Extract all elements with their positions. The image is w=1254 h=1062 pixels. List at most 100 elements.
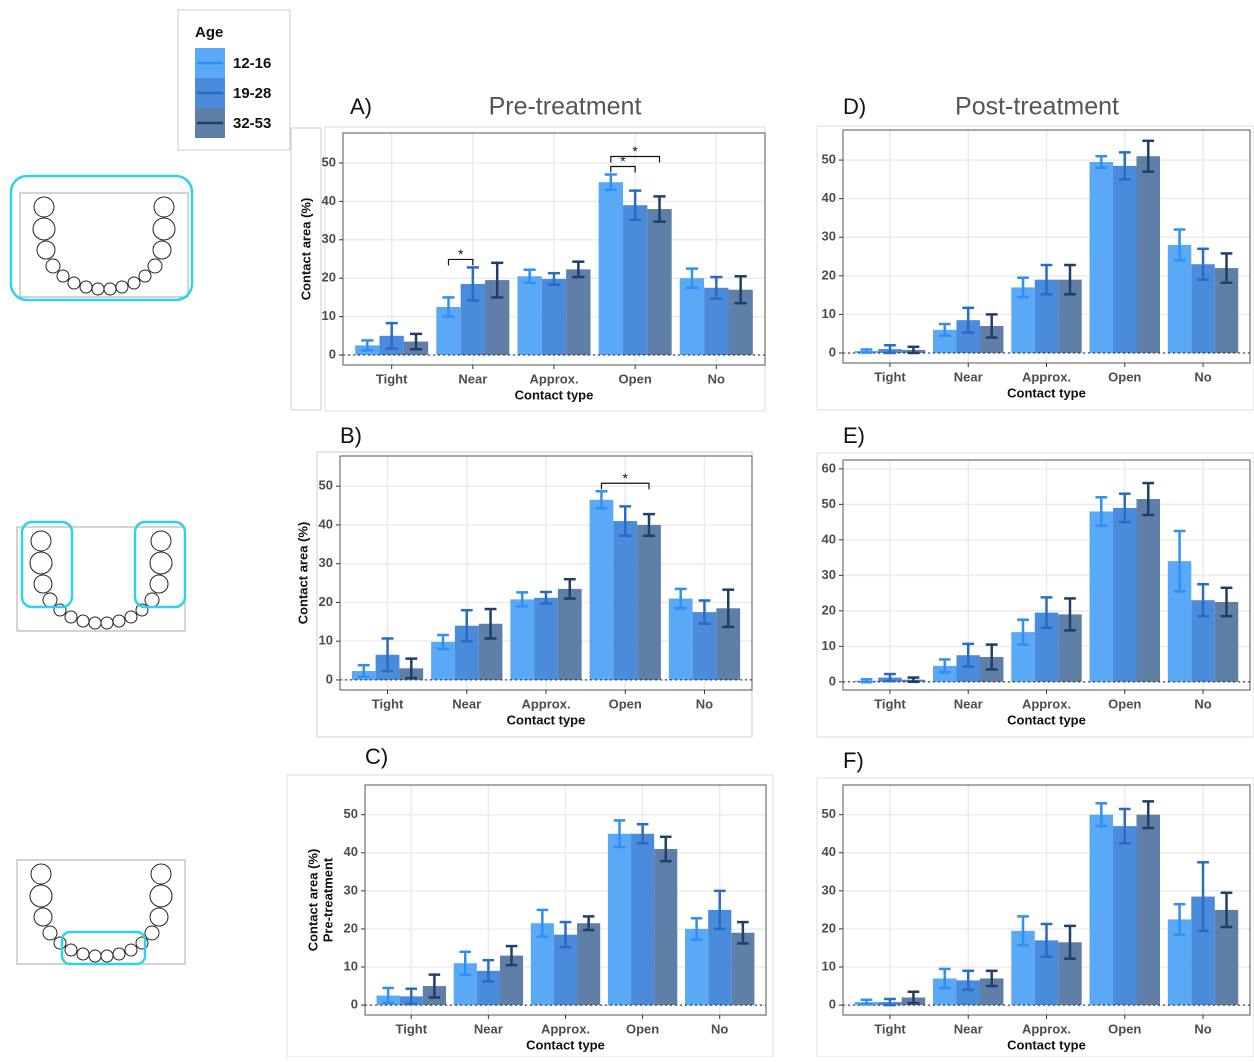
legend-label: 19-28 bbox=[233, 85, 271, 102]
significance-bracket bbox=[610, 155, 661, 163]
error-bar bbox=[505, 944, 518, 967]
error-bar bbox=[1040, 596, 1053, 630]
bar bbox=[979, 325, 1004, 353]
bar bbox=[933, 978, 957, 1006]
error-bar bbox=[1118, 807, 1131, 845]
y-tick-label: 30 bbox=[822, 567, 836, 582]
error-bar bbox=[405, 657, 418, 680]
y-axis-label: Pre-treatment bbox=[320, 857, 335, 942]
bar bbox=[499, 955, 524, 1006]
significance-label: * bbox=[632, 143, 638, 159]
error-bar bbox=[1017, 276, 1029, 299]
error-bar bbox=[1095, 802, 1108, 828]
bar bbox=[1113, 507, 1137, 682]
x-tick-label: Tight bbox=[396, 1021, 428, 1036]
panel-border bbox=[816, 125, 1254, 411]
x-tick-label: Open bbox=[626, 1021, 659, 1036]
error-bar bbox=[559, 920, 572, 949]
y-tick-label: 50 bbox=[822, 152, 836, 167]
error-bar bbox=[722, 588, 735, 629]
y-tick-label: 40 bbox=[822, 190, 836, 205]
bar bbox=[1034, 612, 1059, 682]
error-bar bbox=[357, 663, 370, 679]
error-bar bbox=[884, 997, 896, 1007]
significance-label: * bbox=[620, 153, 626, 169]
y-tick-label: 20 bbox=[822, 267, 836, 282]
x-tick-label: Near bbox=[954, 1021, 983, 1036]
error-bar bbox=[734, 275, 747, 305]
bar bbox=[1214, 268, 1239, 353]
bar bbox=[956, 320, 980, 353]
x-axis-label: Contact type bbox=[507, 712, 586, 727]
x-tick-label: Approx. bbox=[541, 1021, 590, 1036]
y-tick-label: 40 bbox=[322, 193, 336, 208]
error-bar bbox=[572, 260, 585, 279]
bar bbox=[637, 524, 661, 680]
bar bbox=[607, 833, 632, 1006]
bar bbox=[1011, 287, 1035, 353]
x-tick-label: Approx. bbox=[1022, 369, 1071, 384]
bar bbox=[1113, 826, 1137, 1006]
bar bbox=[1191, 600, 1215, 682]
error-bar bbox=[985, 969, 998, 988]
error-bar bbox=[985, 313, 998, 339]
error-bar bbox=[962, 306, 975, 334]
error-bar bbox=[962, 969, 975, 992]
x-tick-label: Open bbox=[1108, 696, 1141, 711]
y-tick-label: 0 bbox=[829, 344, 836, 359]
significance-bracket bbox=[610, 165, 636, 173]
arch-diagram bbox=[16, 859, 186, 966]
bar bbox=[631, 833, 655, 1006]
x-tick-label: Near bbox=[954, 696, 983, 711]
x-tick-label: Open bbox=[1108, 1021, 1141, 1036]
significance-bracket bbox=[447, 258, 474, 266]
y-axis-label: Contact area (%) bbox=[298, 198, 313, 301]
error-bar bbox=[385, 321, 398, 350]
x-tick-label: Approx. bbox=[529, 371, 578, 386]
error-bar bbox=[547, 271, 561, 286]
x-tick-label: Open bbox=[1108, 369, 1141, 384]
error-bar bbox=[643, 512, 655, 538]
y-tick-label: 10 bbox=[822, 958, 836, 973]
y-tick-label: 10 bbox=[822, 306, 836, 321]
error-bar bbox=[1064, 597, 1076, 632]
bar bbox=[1089, 814, 1114, 1006]
y-tick-label: 10 bbox=[319, 633, 333, 648]
significance-bracket bbox=[600, 482, 650, 490]
bar bbox=[685, 928, 709, 1006]
bar bbox=[530, 923, 554, 1006]
error-bar bbox=[361, 339, 374, 352]
panel-border bbox=[290, 127, 322, 411]
error-bar bbox=[516, 591, 529, 608]
chart-title: Pre-treatment bbox=[489, 93, 642, 121]
bar bbox=[731, 932, 755, 1006]
x-tick-label: Tight bbox=[372, 696, 404, 711]
error-bar bbox=[653, 195, 666, 223]
y-tick-label: 60 bbox=[822, 460, 836, 475]
x-tick-label: Near bbox=[458, 371, 487, 386]
x-tick-label: Tight bbox=[874, 1021, 906, 1036]
x-tick-label: No bbox=[711, 1021, 728, 1036]
error-bar bbox=[1220, 891, 1233, 929]
y-tick-label: 30 bbox=[319, 555, 333, 570]
bar bbox=[553, 934, 578, 1006]
x-tick-label: Open bbox=[619, 371, 652, 386]
error-bar bbox=[907, 676, 920, 684]
bar bbox=[647, 209, 672, 356]
x-axis-label: Contact type bbox=[1007, 385, 1086, 400]
y-tick-label: 10 bbox=[322, 308, 336, 323]
y-tick-label: 50 bbox=[319, 478, 333, 493]
error-bar bbox=[636, 822, 649, 845]
bar bbox=[708, 909, 732, 1006]
bar bbox=[598, 182, 623, 356]
error-bar bbox=[1064, 263, 1076, 296]
bar bbox=[679, 278, 705, 356]
bar bbox=[557, 588, 582, 680]
y-tick-label: 30 bbox=[822, 229, 836, 244]
legend-title: Age bbox=[195, 24, 223, 41]
y-tick-label: 40 bbox=[822, 844, 836, 859]
panel-border bbox=[816, 452, 1254, 738]
error-bar bbox=[1197, 582, 1209, 618]
error-bar bbox=[1017, 618, 1029, 646]
